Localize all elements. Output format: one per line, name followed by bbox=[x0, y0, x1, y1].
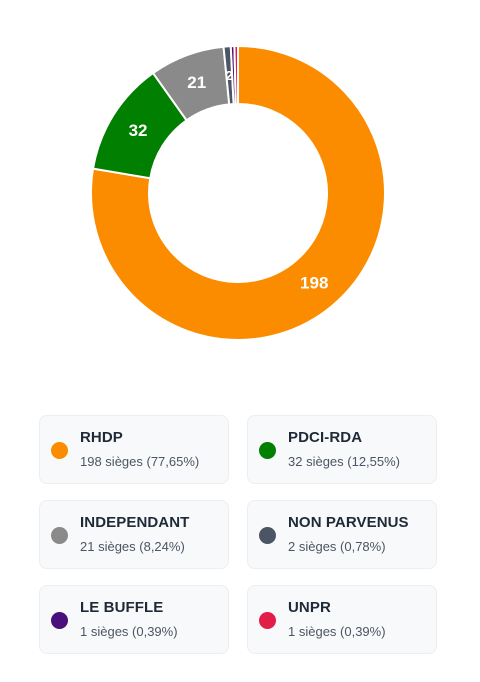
legend-card-unpr[interactable]: UNPR 1 sièges (0,39%) bbox=[247, 585, 437, 654]
legend-dot-icon bbox=[259, 527, 276, 544]
legend-seat-count: 1 sièges (0,39%) bbox=[288, 624, 386, 639]
legend: RHDP 198 sièges (77,65%) PDCI-RDA 32 siè… bbox=[39, 415, 439, 654]
donut-svg: 198 32 21 2 bbox=[90, 44, 386, 341]
legend-seat-count: 2 sièges (0,78%) bbox=[288, 539, 386, 554]
legend-card-non-parvenus[interactable]: NON PARVENUS 2 sièges (0,78%) bbox=[247, 500, 437, 569]
slice-value-label: 32 bbox=[129, 121, 148, 140]
legend-card-rhdp[interactable]: RHDP 198 sièges (77,65%) bbox=[39, 415, 229, 484]
legend-seat-count: 198 sièges (77,65%) bbox=[80, 454, 200, 469]
legend-dot-icon bbox=[259, 612, 276, 629]
donut-chart: 198 32 21 2 bbox=[90, 44, 386, 341]
legend-party-name: LE BUFFLE bbox=[80, 599, 164, 616]
legend-card-pdci-rda[interactable]: PDCI-RDA 32 sièges (12,55%) bbox=[247, 415, 437, 484]
legend-party-name: RHDP bbox=[80, 429, 123, 446]
slice-value-label: 21 bbox=[187, 73, 206, 92]
legend-dot-icon bbox=[51, 612, 68, 629]
legend-card-independant[interactable]: INDEPENDANT 21 sièges (8,24%) bbox=[39, 500, 229, 569]
slice-value-label: 2 bbox=[226, 68, 233, 83]
donut-slice-rhdp[interactable] bbox=[90, 44, 386, 341]
legend-party-name: PDCI-RDA bbox=[288, 429, 363, 446]
slice-value-label: 198 bbox=[300, 274, 328, 293]
donut-slice-unpr[interactable] bbox=[233, 44, 239, 106]
legend-seat-count: 1 sièges (0,39%) bbox=[80, 624, 178, 639]
legend-dot-icon bbox=[51, 527, 68, 544]
legend-dot-icon bbox=[259, 442, 276, 459]
legend-card-le-buffle[interactable]: LE BUFFLE 1 sièges (0,39%) bbox=[39, 585, 229, 654]
legend-party-name: NON PARVENUS bbox=[288, 514, 409, 531]
legend-seat-count: 21 sièges (8,24%) bbox=[80, 539, 185, 554]
legend-party-name: UNPR bbox=[288, 599, 331, 616]
legend-dot-icon bbox=[51, 442, 68, 459]
legend-party-name: INDEPENDANT bbox=[80, 514, 190, 531]
legend-seat-count: 32 sièges (12,55%) bbox=[288, 454, 401, 469]
